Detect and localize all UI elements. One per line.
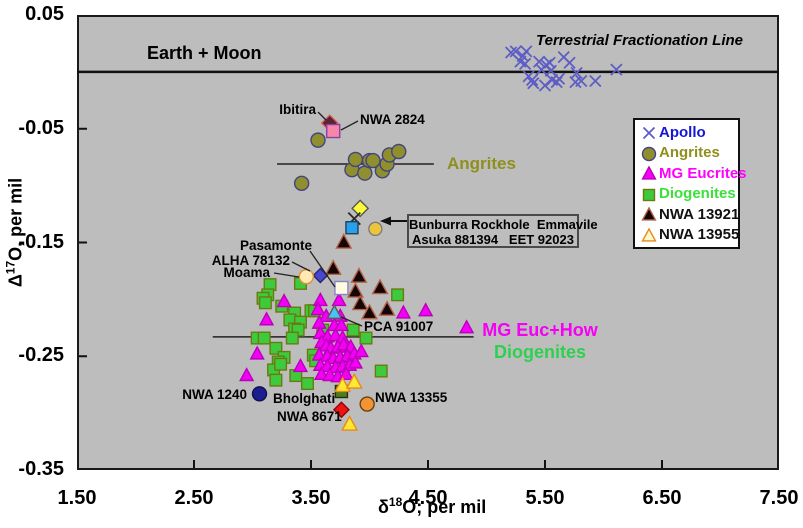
x-legend-marker-icon [642,127,656,140]
annotation-alha-78132-label: ALHA 78132 [211,253,290,268]
legend-label: Diogenites [659,185,736,203]
annotation-mg-euc-how-label: MG Euc+How [482,320,598,340]
x-axis-superscript: 18 [388,495,403,509]
annotation-ibitira-label: Ibitira [279,102,316,117]
triangle-legend-marker-icon [641,206,657,221]
annotation-nwa-13355-label: NWA 13355 [375,390,448,405]
annotation-diogenites-label: Diogenites [493,342,587,362]
x-tick-label-7.50: 7.50 [759,487,799,509]
x-axis-title: δ18O; per mil [378,495,486,518]
circle-legend-marker-icon [641,146,657,161]
x-axis-symbol: δ [378,497,389,517]
annotation-nwa-1240-label: NWA 1240 [182,387,247,402]
legend-marker-shape [642,127,656,140]
x-tick-label-2.50: 2.50 [174,487,214,509]
callout-line-1: Bunburra Rockhole Emmavile [409,217,598,232]
callout-line-2: Asuka 881394 EET 92023 [412,232,574,247]
legend-marker-shape [642,188,656,201]
legend-item-diogenites: Diogenites [640,184,736,205]
legend-label: NWA 13921 [659,205,740,223]
legend-marker-shape [641,206,657,221]
legend-marker-shape [641,227,657,242]
x-axis-unit: O; per mil [402,497,487,517]
y-tick-label--0.35: -0.35 [18,458,64,480]
legend: Apollo Angrites MG Eucrites Diogenites NWA 1… [633,118,747,249]
annotation-pasamonte-label: Pasamonte [239,238,312,253]
legend-marker-shape [641,165,657,180]
x-tick-label-3.50: 3.50 [291,487,331,509]
legend-item-apollo: Apollo [640,122,736,143]
triangle-legend-marker-icon [641,165,657,180]
legend-label: Angrites [659,144,720,162]
annotation-bholghati-label: Bholghati [273,391,336,406]
annotation-pca-91007-label: PCA 91007 [364,319,434,334]
y-tick-label--0.15: -0.15 [18,230,64,253]
triangle-legend-marker-icon [641,227,657,242]
legend-item-nwa-13921: NWA 13921 [640,204,740,225]
legend-label: NWA 13955 [659,226,740,244]
legend-marker-shape [641,146,657,161]
annotation-earth-moon: Earth + Moon [147,43,262,63]
callout-bunburra-group: Bunburra Rockhole Emmavile Asuka 881394 E… [407,214,598,248]
annotation-angrites-label: Angrites [447,154,516,173]
y-axis-superscript: 17 [3,260,18,275]
square-legend-marker-icon [642,188,656,201]
legend-label: Apollo [659,123,706,141]
x-tick-label-5.50: 5.50 [525,487,565,509]
legend-label: MG Eucrites [659,164,747,182]
y-tick-label-0.05: 0.05 [25,3,64,25]
legend-item-mg-eucrites: MG Eucrites [640,163,747,184]
annotation-moama-label: Moama [223,265,270,280]
annotation-nwa-2824-label: NWA 2824 [360,112,425,127]
legend-item-angrites: Angrites [640,143,736,164]
annotation-tfl-label: Terrestrial Fractionation Line [536,32,743,49]
legend-item-nwa-13955: NWA 13955 [640,225,740,246]
x-tick-label-4.50: 4.50 [408,487,448,509]
y-axis-symbol: Δ [5,274,26,288]
annotation-nwa-8671-label: NWA 8671 [277,409,342,424]
x-tick-label-1.50: 1.50 [57,487,97,509]
x-tick-label-6.50: 6.50 [642,487,682,509]
y-tick-label--0.05: -0.05 [18,116,64,139]
y-tick-label--0.25: -0.25 [18,344,64,367]
